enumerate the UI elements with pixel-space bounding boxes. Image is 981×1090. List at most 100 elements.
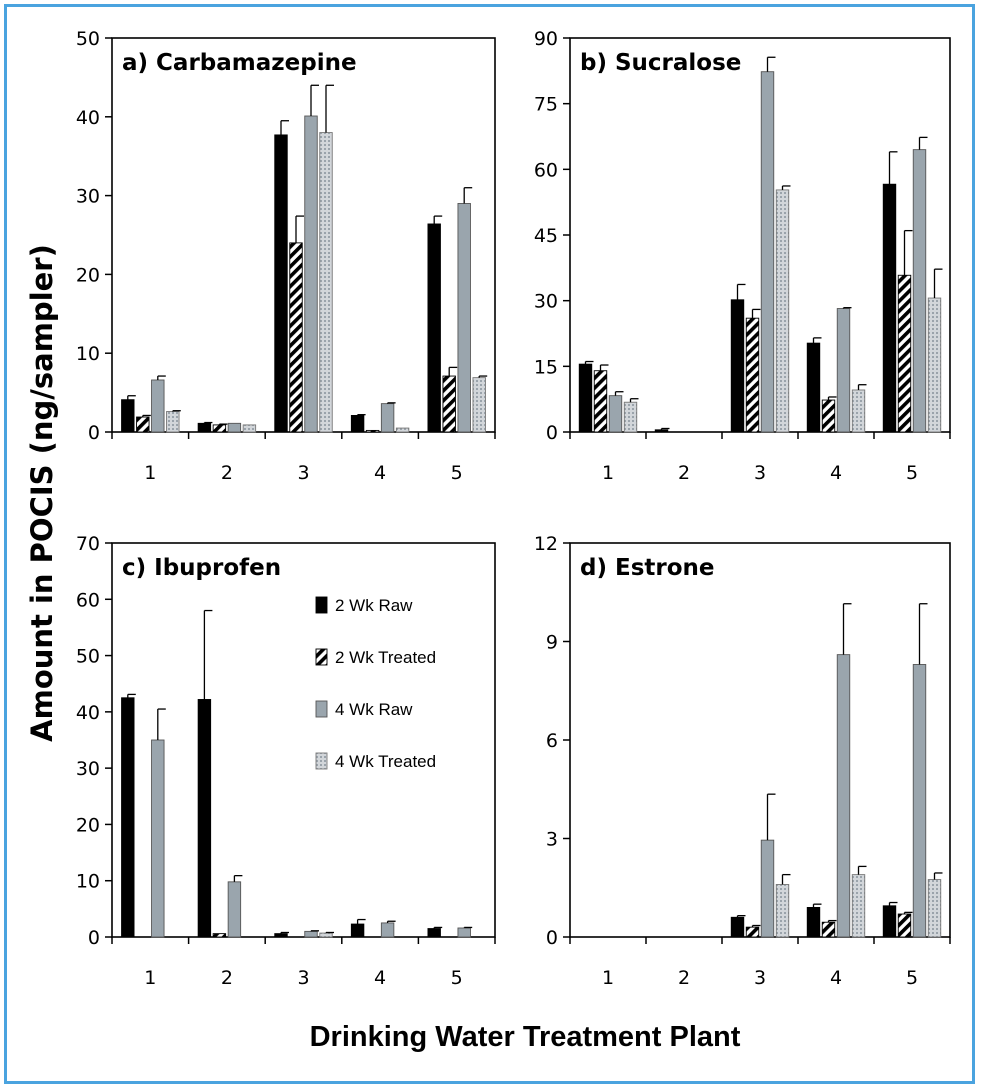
- bar-4-wk-raw: [151, 379, 165, 433]
- bar-4-wk-raw: [760, 839, 775, 938]
- bar-4-wk-raw: [912, 664, 927, 938]
- bar-2-wk-raw: [654, 429, 669, 433]
- legend: 2 Wk Raw 2 Wk Treated 4 Wk Raw 4 Wk Treated: [315, 596, 436, 771]
- y-tick-label: 9: [546, 632, 558, 654]
- legend-label: 2 Wk Treated: [335, 648, 436, 667]
- x-tick-label: 5: [451, 967, 463, 989]
- y-tick-label: 45: [534, 225, 558, 247]
- bar-2-wk-raw: [274, 933, 288, 938]
- x-tick-label: 5: [906, 967, 918, 989]
- chart-panel-1: 0 10 20 30 40 50 1 2 3 4 5 a) Carbamazepine: [76, 28, 496, 484]
- bar-4-wk-treated: [775, 189, 790, 433]
- x-tick-label: 1: [144, 967, 156, 989]
- chart-panel-3: 0 10 20 30 40 50 60 70 1 2 3 4 5 c) Ibuprofen: [76, 533, 496, 989]
- x-tick-label: 3: [754, 967, 766, 989]
- x-tick-label: 1: [144, 462, 156, 484]
- y-tick-label: 70: [76, 533, 100, 555]
- bar-2-wk-raw: [882, 183, 897, 433]
- bar-2-wk-treated: [212, 933, 227, 938]
- x-tick-label: 3: [754, 462, 766, 484]
- bar-2-wk-treated: [745, 926, 760, 938]
- y-tick-label: 60: [534, 159, 558, 181]
- y-tick-label: 50: [76, 28, 100, 50]
- bar-2-wk-raw: [197, 699, 212, 938]
- y-tick-label: 75: [534, 94, 558, 116]
- bar-4-wk-treated: [395, 427, 410, 433]
- bar-4-wk-raw: [836, 654, 851, 938]
- bar-4-wk-raw: [912, 149, 927, 433]
- bar-2-wk-raw: [806, 342, 821, 433]
- panel-title: c) Ibuprofen: [122, 555, 281, 581]
- bar-4-wk-raw: [380, 403, 395, 433]
- legend-swatch: [315, 752, 328, 770]
- bar-4-wk-treated: [472, 377, 486, 433]
- bar-4-wk-raw: [836, 308, 851, 433]
- y-tick-label: 60: [76, 589, 100, 611]
- legend-swatch: [315, 700, 328, 718]
- bar-4-wk-raw: [457, 927, 471, 938]
- bar-2-wk-treated: [289, 242, 303, 433]
- legend-swatch: [315, 596, 328, 614]
- x-tick-label: 4: [374, 967, 386, 989]
- x-axis-title: Drinking Water Treatment Plant: [310, 1021, 741, 1053]
- figure-border: [4, 4, 975, 1084]
- plot-frame: [569, 542, 951, 938]
- plot-frame: [111, 542, 496, 938]
- bar-4-wk-raw: [457, 203, 471, 433]
- legend-label: 4 Wk Raw: [335, 700, 413, 719]
- y-tick-label: 90: [534, 28, 558, 50]
- bar-4-wk-raw: [227, 422, 242, 433]
- y-tick-label: 0: [88, 927, 100, 949]
- y-tick-label: 20: [76, 814, 100, 836]
- bar-2-wk-raw: [274, 134, 288, 433]
- bar-2-wk-treated: [897, 274, 912, 433]
- y-tick-label: 20: [76, 264, 100, 286]
- bar-4-wk-treated: [242, 424, 257, 433]
- bar-2-wk-treated: [745, 317, 760, 433]
- x-tick-label: 1: [602, 967, 614, 989]
- bar-4-wk-raw: [304, 115, 318, 433]
- bar-2-wk-treated: [365, 429, 380, 433]
- y-tick-label: 40: [76, 107, 100, 129]
- bar-4-wk-treated: [319, 132, 333, 433]
- x-tick-label: 1: [602, 462, 614, 484]
- bar-2-wk-raw: [121, 399, 135, 433]
- x-tick-label: 2: [221, 462, 233, 484]
- y-tick-label: 12: [534, 533, 558, 555]
- bar-4-wk-raw: [227, 881, 242, 938]
- bar-2-wk-treated: [593, 370, 608, 433]
- bar-2-wk-raw: [730, 299, 745, 433]
- bar-4-wk-treated: [775, 884, 790, 938]
- bar-2-wk-treated: [821, 399, 836, 433]
- bar-2-wk-raw: [806, 907, 821, 938]
- x-tick-label: 2: [221, 967, 233, 989]
- panel-title: d) Estrone: [580, 555, 715, 581]
- legend-label: 2 Wk Raw: [335, 596, 413, 615]
- plot-frame: [111, 37, 496, 433]
- bar-4-wk-raw: [151, 739, 165, 938]
- bar-2-wk-raw: [121, 697, 135, 938]
- bar-2-wk-raw: [578, 363, 593, 433]
- x-tick-label: 2: [678, 967, 690, 989]
- y-tick-label: 30: [534, 291, 558, 313]
- bar-2-wk-raw: [350, 415, 365, 433]
- y-tick-label: 30: [76, 758, 100, 780]
- legend-label: 4 Wk Treated: [335, 752, 436, 771]
- y-tick-label: 0: [546, 927, 558, 949]
- bar-4-wk-treated: [319, 932, 333, 938]
- x-tick-label: 4: [830, 967, 842, 989]
- bar-4-wk-treated: [851, 874, 866, 938]
- y-tick-label: 50: [76, 646, 100, 668]
- bar-4-wk-raw: [760, 71, 775, 433]
- bar-2-wk-treated: [897, 913, 912, 938]
- y-tick-label: 15: [534, 356, 558, 378]
- bar-2-wk-raw: [197, 422, 212, 433]
- y-axis-title: Amount in POCIS (ng/sampler): [25, 244, 59, 742]
- y-tick-label: 0: [546, 422, 558, 444]
- legend-swatch: [315, 648, 328, 666]
- bar-2-wk-raw: [882, 905, 897, 938]
- x-tick-label: 4: [830, 462, 842, 484]
- x-tick-label: 3: [297, 967, 309, 989]
